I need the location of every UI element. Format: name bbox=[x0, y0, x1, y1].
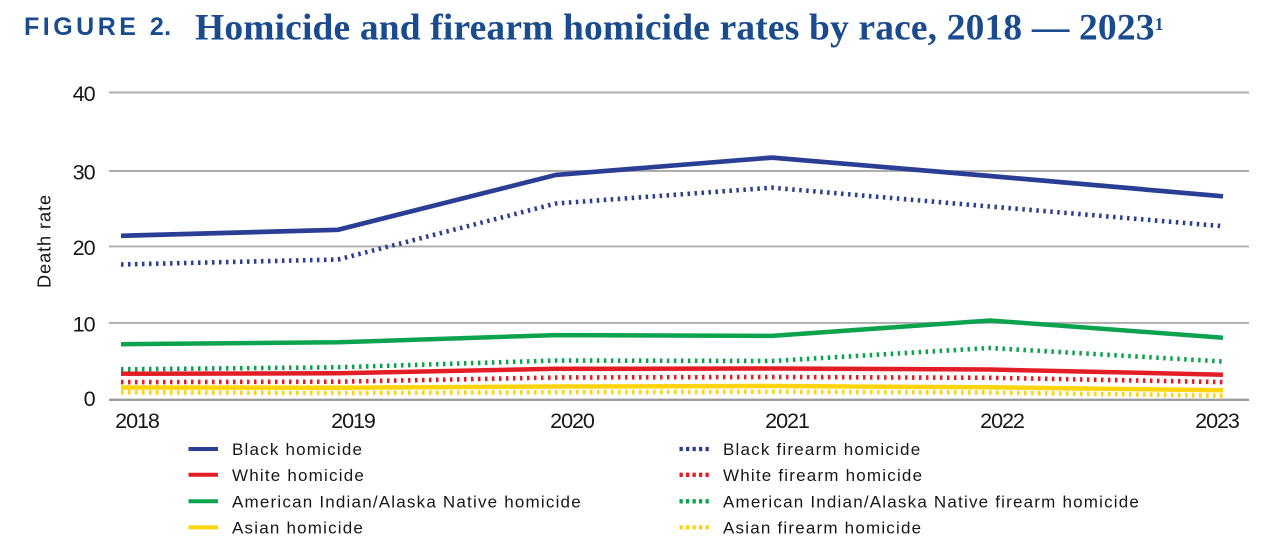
svg-text:Asian firearm homicide: Asian firearm homicide bbox=[723, 519, 922, 538]
svg-text:Asian homicide: Asian homicide bbox=[232, 519, 364, 538]
svg-text:2023: 2023 bbox=[1195, 408, 1240, 433]
svg-text:FIGURE 2.: FIGURE 2. bbox=[24, 13, 175, 41]
svg-text:Homicide and firearm homicide: Homicide and firearm homicide rates by r… bbox=[195, 8, 1164, 49]
svg-text:0: 0 bbox=[84, 386, 96, 411]
svg-text:Black firearm homicide: Black firearm homicide bbox=[723, 440, 921, 459]
svg-text:40: 40 bbox=[73, 81, 96, 106]
svg-text:20: 20 bbox=[73, 235, 96, 260]
svg-text:2020: 2020 bbox=[550, 408, 595, 433]
svg-text:White homicide: White homicide bbox=[232, 466, 365, 485]
svg-text:American Indian/Alaska Native: American Indian/Alaska Native firearm ho… bbox=[723, 493, 1140, 512]
svg-text:Black homicide: Black homicide bbox=[232, 440, 363, 459]
svg-text:30: 30 bbox=[73, 160, 96, 185]
svg-text:2019: 2019 bbox=[331, 408, 375, 433]
svg-text:Death rate: Death rate bbox=[35, 194, 55, 288]
svg-text:American Indian/Alaska Native: American Indian/Alaska Native homicide bbox=[232, 493, 582, 512]
svg-text:2018: 2018 bbox=[115, 408, 160, 433]
svg-text:2022: 2022 bbox=[980, 408, 1024, 433]
svg-text:10: 10 bbox=[73, 312, 96, 337]
svg-text:White firearm homicide: White firearm homicide bbox=[723, 466, 923, 485]
svg-text:2021: 2021 bbox=[765, 408, 809, 433]
